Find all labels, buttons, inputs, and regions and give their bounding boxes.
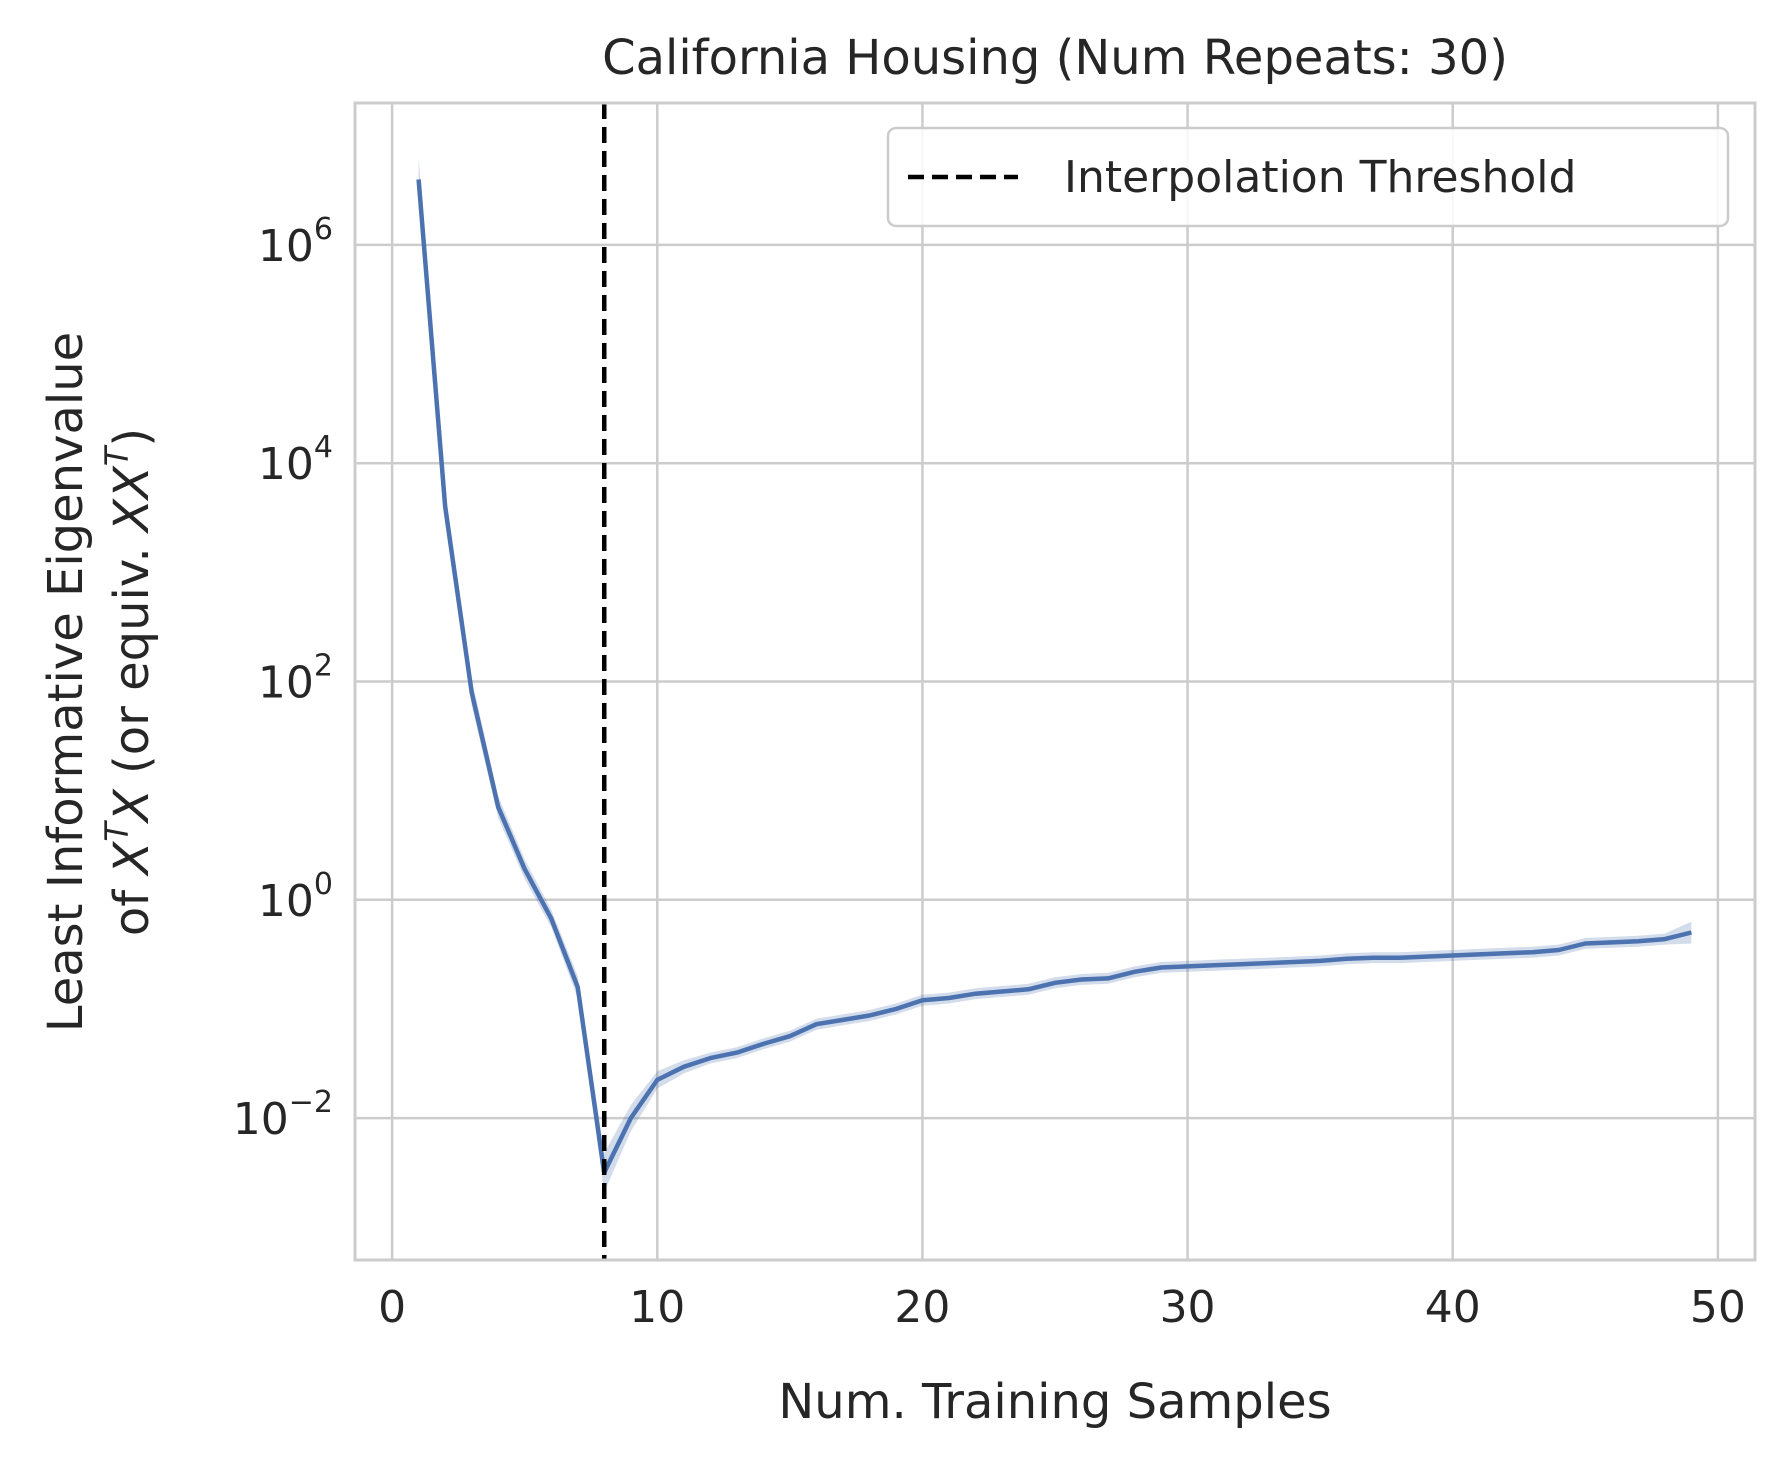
confidence-band [418, 157, 1692, 1193]
series-line [416, 179, 1692, 1175]
legend: Interpolation Threshold [886, 126, 1730, 228]
y-tick-label: 102 [258, 649, 333, 709]
y-tick-label: 10−2 [233, 1085, 333, 1145]
x-tick-label: 50 [1690, 1282, 1746, 1333]
chart-title: California Housing (Num Repeats: 30) [602, 30, 1508, 86]
mean-eigenvalue-line [416, 179, 1692, 1175]
x-tick-label: 40 [1425, 1282, 1481, 1333]
y-axis-label-line2: of XTX (or equiv. XXT) [98, 428, 160, 936]
x-tick-labels: 0 10 20 30 40 50 [378, 1282, 1746, 1333]
legend-label: Interpolation Threshold [1064, 152, 1576, 203]
x-tick-label: 20 [894, 1282, 950, 1333]
y-tick-labels: 106 104 102 100 10−2 [233, 212, 333, 1145]
y-axis-label-line2-group: of XTX (or equiv. XXT) [98, 428, 160, 936]
y-axis-label: Least Informative Eigenvalue [38, 332, 94, 1032]
x-tick-label: 0 [378, 1282, 406, 1333]
y-tick-label: 106 [258, 212, 333, 272]
confidence-band-area [418, 157, 1692, 1193]
y-axis-label-line1: Least Informative Eigenvalue [38, 332, 94, 1032]
x-tick-label: 30 [1160, 1282, 1216, 1333]
x-axis-label: Num. Training Samples [778, 1374, 1331, 1430]
grid [355, 103, 1755, 1260]
x-tick-label: 10 [629, 1282, 685, 1333]
plot-frame [353, 101, 1757, 1262]
legend-box [886, 126, 1730, 228]
y-tick-label: 104 [258, 430, 333, 490]
y-tick-label: 100 [258, 867, 333, 927]
